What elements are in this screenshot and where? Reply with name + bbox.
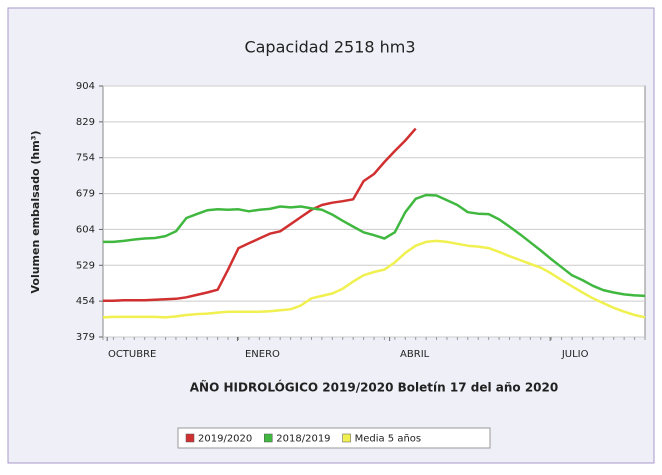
x-tick-label: ENERO [245,349,280,360]
legend-label: 2018/2019 [276,434,330,445]
y-tick-label: 604 [76,224,95,235]
x-tick-label: OCTUBRE [108,349,156,360]
y-tick-label: 679 [76,189,95,200]
y-tick-label: 829 [76,117,95,128]
x-tick-label: ABRIL [400,349,430,360]
legend [177,427,491,449]
y-tick-label: 904 [76,81,95,92]
y-tick-label: 379 [76,332,95,343]
legend-swatch [264,433,273,443]
chart-title: Capacidad 2518 hm3 [244,38,415,57]
y-axis-label: Volumen embalsado (hm³) [29,130,42,293]
series-line [103,127,417,302]
y-tick-label: 754 [76,153,95,164]
plot-area [102,85,646,338]
legend-swatch [342,433,351,443]
y-tick-label: 454 [76,296,95,307]
series-line [102,239,646,319]
legend-label: 2019/2020 [198,434,252,445]
legend-swatch [185,433,195,443]
x-axis-label: AÑO HIDROLÓGICO 2019/2020 Boletín 17 del… [190,380,558,395]
x-tick-label: JULIO [561,349,589,360]
y-tick-label: 529 [76,260,95,271]
series-line [103,193,646,298]
legend-label: Media 5 años [355,434,422,445]
